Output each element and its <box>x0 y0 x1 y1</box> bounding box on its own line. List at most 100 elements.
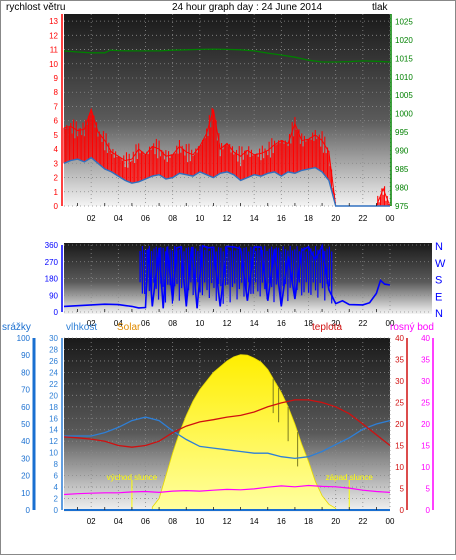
dewpoint-y-tick: 10 <box>421 463 430 472</box>
wind-x-tick: 18 <box>304 214 313 223</box>
wind-x-tick: 00 <box>386 214 395 223</box>
wind-axis-title: rychlost větru <box>6 2 65 13</box>
climate-x-tick: 00 <box>386 517 395 526</box>
sun-event-label: západ slunce <box>326 473 374 482</box>
solar-area <box>151 354 337 511</box>
direction-y-tick: 360 <box>45 241 59 250</box>
humidity-y-tick: 6 <box>54 472 59 481</box>
dewpoint-y-tick: 15 <box>421 442 430 451</box>
pressure-line <box>63 48 391 63</box>
climate-legend-item: teplota <box>312 322 342 333</box>
humidity-y-tick: 18 <box>49 403 58 412</box>
climate-x-tick: 14 <box>250 517 259 526</box>
compass-label: N <box>435 241 443 253</box>
rain-y-tick: 60 <box>21 403 30 412</box>
wind-x-tick: 06 <box>141 214 150 223</box>
humidity-y-tick: 24 <box>49 368 58 377</box>
pressure-y-tick: 1005 <box>395 91 413 100</box>
rain-y-tick: 100 <box>17 334 31 343</box>
dewpoint-y-tick: 40 <box>421 334 430 343</box>
wind-average-line <box>63 156 390 207</box>
humidity-y-tick: 12 <box>49 437 58 446</box>
temperature-y-tick: 20 <box>395 420 404 429</box>
sun-event-label: východ slunce <box>107 473 158 482</box>
humidity-y-tick: 8 <box>54 460 59 469</box>
wind-x-tick: 16 <box>277 214 286 223</box>
wind-x-tick: 12 <box>223 214 232 223</box>
temperature-line <box>63 399 391 448</box>
wind-y-tick: 7 <box>54 102 59 111</box>
climate-x-tick: 06 <box>141 517 150 526</box>
direction-x-tick: 02 <box>87 319 96 328</box>
wind-y-tick: 6 <box>54 117 59 126</box>
wind-x-tick: 20 <box>331 214 340 223</box>
wind-y-tick: 10 <box>49 60 58 69</box>
direction-x-tick: 20 <box>331 319 340 328</box>
rain-y-tick: 70 <box>21 386 30 395</box>
climate-x-tick: 04 <box>114 517 123 526</box>
compass-label: W <box>435 258 446 270</box>
pressure-y-tick: 1020 <box>395 36 413 45</box>
wind-y-tick: 12 <box>49 31 58 40</box>
temperature-y-tick: 35 <box>395 356 404 365</box>
humidity-y-tick: 30 <box>49 334 58 343</box>
rain-y-tick: 80 <box>21 368 30 377</box>
pressure-axis-title: tlak <box>372 2 389 13</box>
climate-x-tick: 12 <box>223 517 232 526</box>
temperature-y-tick: 40 <box>395 334 404 343</box>
direction-x-tick: 12 <box>223 319 232 328</box>
direction-y-tick: 90 <box>49 291 58 300</box>
direction-x-tick: 08 <box>168 319 177 328</box>
climate-x-tick: 22 <box>358 517 367 526</box>
direction-y-tick: 0 <box>54 308 59 317</box>
dewpoint-y-tick: 0 <box>426 506 431 515</box>
wind-direction-line <box>63 243 391 309</box>
pressure-y-tick: 1010 <box>395 73 413 82</box>
direction-x-tick: 22 <box>358 319 367 328</box>
wind-y-tick: 4 <box>54 145 59 154</box>
wind-x-tick: 10 <box>195 214 204 223</box>
humidity-y-tick: 14 <box>49 426 58 435</box>
dewpoint-y-tick: 5 <box>426 485 431 494</box>
climate-legend-item: srážky <box>2 322 31 333</box>
temperature-y-tick: 15 <box>395 442 404 451</box>
dewpoint-y-tick: 30 <box>421 377 430 386</box>
wind-y-tick: 13 <box>49 17 58 26</box>
humidity-y-tick: 4 <box>54 483 59 492</box>
climate-x-tick: 10 <box>195 517 204 526</box>
wind-x-tick: 14 <box>250 214 259 223</box>
rain-y-tick: 20 <box>21 472 30 481</box>
compass-label: S <box>435 275 442 287</box>
direction-x-tick: 18 <box>304 319 313 328</box>
climate-x-tick: 08 <box>168 517 177 526</box>
humidity-y-tick: 20 <box>49 391 58 400</box>
wind-y-tick: 9 <box>54 74 59 83</box>
chart-title: 24 hour graph day : 24 June 2014 <box>172 2 323 13</box>
pressure-y-tick: 975 <box>395 202 409 211</box>
wind-y-tick: 2 <box>54 174 59 183</box>
compass-label: E <box>435 291 442 303</box>
temperature-y-tick: 10 <box>395 463 404 472</box>
direction-x-tick: 14 <box>250 319 259 328</box>
pressure-y-tick: 995 <box>395 128 409 137</box>
dewpoint-y-tick: 35 <box>421 356 430 365</box>
wind-x-tick: 04 <box>114 214 123 223</box>
humidity-y-tick: 22 <box>49 380 58 389</box>
dewpoint-line <box>63 484 391 496</box>
direction-x-tick: 06 <box>141 319 150 328</box>
pressure-y-tick: 1025 <box>395 17 413 26</box>
pressure-y-tick: 1015 <box>395 54 413 63</box>
rain-y-tick: 30 <box>21 454 30 463</box>
pressure-y-tick: 1000 <box>395 110 413 119</box>
wind-x-tick: 22 <box>358 214 367 223</box>
wind-y-tick: 5 <box>54 131 59 140</box>
direction-y-tick: 270 <box>45 258 59 267</box>
wind-x-tick: 08 <box>168 214 177 223</box>
direction-x-tick: 10 <box>195 319 204 328</box>
temperature-y-tick: 0 <box>400 506 405 515</box>
compass-label: N <box>435 308 443 320</box>
humidity-y-tick: 2 <box>54 495 59 504</box>
climate-x-tick: 18 <box>304 517 313 526</box>
climate-legend-item: Solar <box>117 322 141 333</box>
